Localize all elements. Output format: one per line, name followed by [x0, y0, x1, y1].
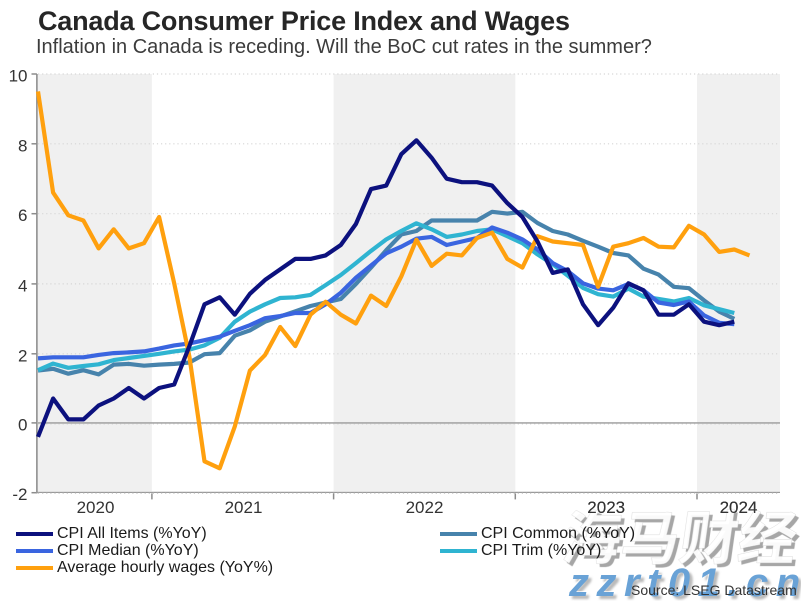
svg-text:2024: 2024: [720, 498, 758, 517]
svg-text:2023: 2023: [587, 498, 625, 517]
svg-text:0: 0: [18, 415, 27, 434]
svg-text:6: 6: [18, 206, 27, 225]
svg-text:-2: -2: [12, 485, 27, 504]
svg-text:10: 10: [9, 67, 28, 86]
svg-text:2: 2: [18, 346, 27, 365]
svg-text:2022: 2022: [406, 498, 444, 517]
svg-text:2021: 2021: [225, 498, 263, 517]
svg-text:4: 4: [18, 276, 27, 295]
svg-text:2020: 2020: [77, 498, 115, 517]
svg-text:8: 8: [18, 136, 27, 155]
